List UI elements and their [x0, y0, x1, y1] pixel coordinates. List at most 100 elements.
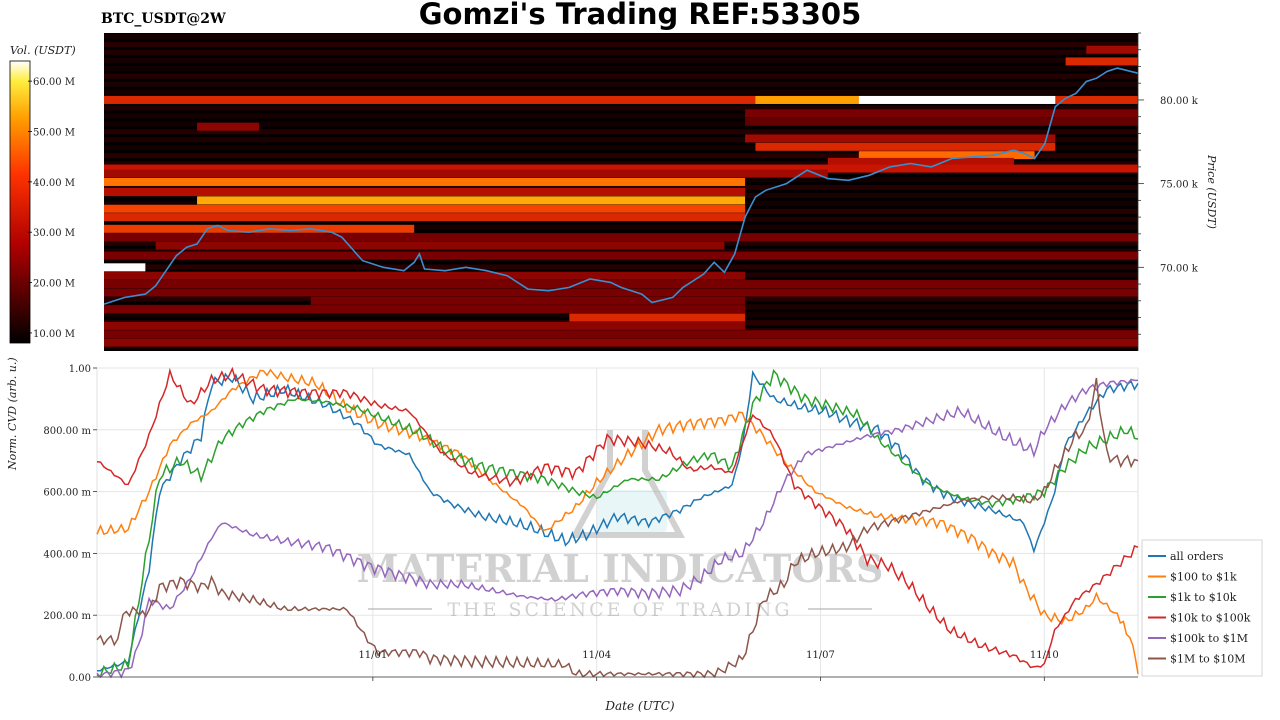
- liquidity-band: [858, 95, 1056, 104]
- legend-label: $100 to $1k: [1170, 571, 1237, 584]
- watermark-text: MATERIAL INDICATORS: [357, 546, 884, 591]
- liquidity-band: [197, 196, 746, 205]
- date-axis: 11/01 11/04 11/07 11/10: [358, 650, 1059, 681]
- liquidity-band: [827, 157, 1014, 166]
- heatmap-row: [104, 264, 1138, 270]
- liquidity-band: [104, 271, 746, 280]
- heatmap-row: [104, 161, 1138, 167]
- cvd-tick-label: 1.00: [69, 364, 91, 375]
- series-line: [96, 378, 1138, 679]
- colorbar-ticks: 10.00 M 20.00 M 30.00 M 40.00 M 50.00 M 60.00…: [28, 77, 75, 340]
- heatmap-row: [104, 224, 1138, 230]
- cvd-tick-label: 0.00: [69, 673, 91, 684]
- liquidity-band: [569, 313, 746, 322]
- liquidity-band: [155, 241, 725, 250]
- legend-label: $100k to $1M: [1170, 632, 1248, 645]
- liquidity-band: [104, 288, 1138, 297]
- legend: all orders $100 to $1k $1k to $10k $10k to …: [1141, 539, 1263, 677]
- liquidity-band: [104, 204, 746, 213]
- heatmap-row: [104, 89, 1138, 95]
- liquidity-band: [1065, 57, 1138, 66]
- heatmap-row: [104, 248, 1138, 254]
- legend-label: $10k to $100k: [1170, 612, 1251, 625]
- heatmap-row: [104, 33, 1138, 39]
- legend-box: [1141, 539, 1263, 677]
- heatmap-row: [104, 336, 1138, 342]
- date-tick-label: 11/01: [358, 650, 387, 661]
- liquidity-band: [755, 95, 859, 104]
- heatmap-row: [104, 57, 1138, 63]
- price-tick-label: 75.00 k: [1160, 180, 1199, 191]
- heatmap-row: [104, 185, 1138, 191]
- liquidity-band: [104, 224, 415, 233]
- price-tick-label: 80.00 k: [1160, 96, 1199, 107]
- heatmap-row: [104, 121, 1138, 127]
- liquidity-band: [745, 117, 1138, 126]
- heatmap-row: [104, 113, 1138, 119]
- series-line: [96, 369, 1139, 672]
- liquidity-band: [104, 251, 1138, 260]
- watermark-flask-icon: [569, 430, 686, 538]
- colorbar-label: Vol. (USDT): [10, 44, 76, 57]
- heatmap-row: [104, 105, 1138, 111]
- cvd-y-axis: 0.00 200.00 m 400.00 m 600.00 m 800.00 m 1.00: [43, 364, 1138, 684]
- heatmap-row: [104, 145, 1138, 151]
- liquidity-band: [104, 169, 828, 178]
- liquidity-band: [858, 151, 1035, 160]
- date-tick-label: 11/10: [1030, 650, 1059, 661]
- liquidity-band: [755, 142, 1056, 151]
- colorbar-tick-label: 50.00 M: [33, 128, 75, 139]
- heatmap-row: [104, 137, 1138, 143]
- cvd-series: [96, 366, 1139, 679]
- liquidity-band: [745, 109, 1138, 118]
- legend-label: all orders: [1170, 550, 1224, 563]
- colorbar-tick-label: 30.00 M: [33, 228, 75, 239]
- series-line: [96, 368, 1139, 675]
- liquidity-band: [104, 338, 1138, 347]
- heatmap-row: [104, 49, 1138, 55]
- liquidity-band: [104, 213, 746, 222]
- price-tick-label: 70.00 k: [1160, 263, 1199, 274]
- liquidity-band: [745, 134, 1056, 143]
- colorbar-tick-label: 10.00 M: [33, 329, 75, 340]
- liquidity-band: [104, 280, 1138, 289]
- heatmap-row: [104, 65, 1138, 71]
- heatmap-row: [104, 41, 1138, 47]
- liquidity-band: [104, 177, 746, 186]
- liquidity-band: [104, 305, 746, 314]
- liquidity-band: [104, 95, 1138, 104]
- cvd-tick-label: 600.00 m: [43, 488, 91, 499]
- liquidity-band: [104, 263, 146, 272]
- liquidity-band: [197, 122, 260, 131]
- chart-title: Gomzi's Trading REF:53305: [418, 0, 862, 31]
- series-line: [96, 377, 1139, 679]
- liquidity-band: [104, 164, 1138, 173]
- date-axis-label: Date (UTC): [605, 699, 675, 713]
- series-line: [96, 366, 1139, 669]
- watermark: MATERIAL INDICATORS THE SCIENCE OF TRADI…: [357, 430, 884, 621]
- cvd-grid: [97, 367, 1138, 678]
- price-line-group: [103, 67, 1139, 305]
- heatmap-row: [104, 73, 1138, 79]
- date-tick-label: 11/07: [806, 650, 835, 661]
- liquidity-band: [1086, 45, 1138, 54]
- heatmap-row: [104, 81, 1138, 87]
- liquidity-band: [104, 321, 746, 330]
- watermark-subtext: THE SCIENCE OF TRADING: [447, 599, 792, 621]
- watermark-flask-fill: [597, 490, 667, 532]
- colorbar-tick-label: 20.00 M: [33, 279, 75, 290]
- cvd-tick-label: 200.00 m: [43, 611, 91, 622]
- colorbar-tick-label: 40.00 M: [33, 178, 75, 189]
- price-axis: 70.00 k 75.00 k 80.00 k: [1138, 32, 1199, 335]
- cvd-tick-label: 400.00 m: [43, 549, 91, 560]
- liquidity-band: [310, 296, 746, 305]
- colorbar: [9, 60, 31, 344]
- legend-label: $1M to $10M: [1170, 653, 1246, 666]
- liquidity-band: [104, 233, 1138, 242]
- liquidity-band: [104, 330, 1138, 339]
- colorbar-tick-label: 60.00 M: [33, 77, 75, 88]
- heatmap-row: [104, 129, 1138, 135]
- liquidity-bands: [104, 33, 1138, 350]
- liquidity-band: [104, 188, 746, 196]
